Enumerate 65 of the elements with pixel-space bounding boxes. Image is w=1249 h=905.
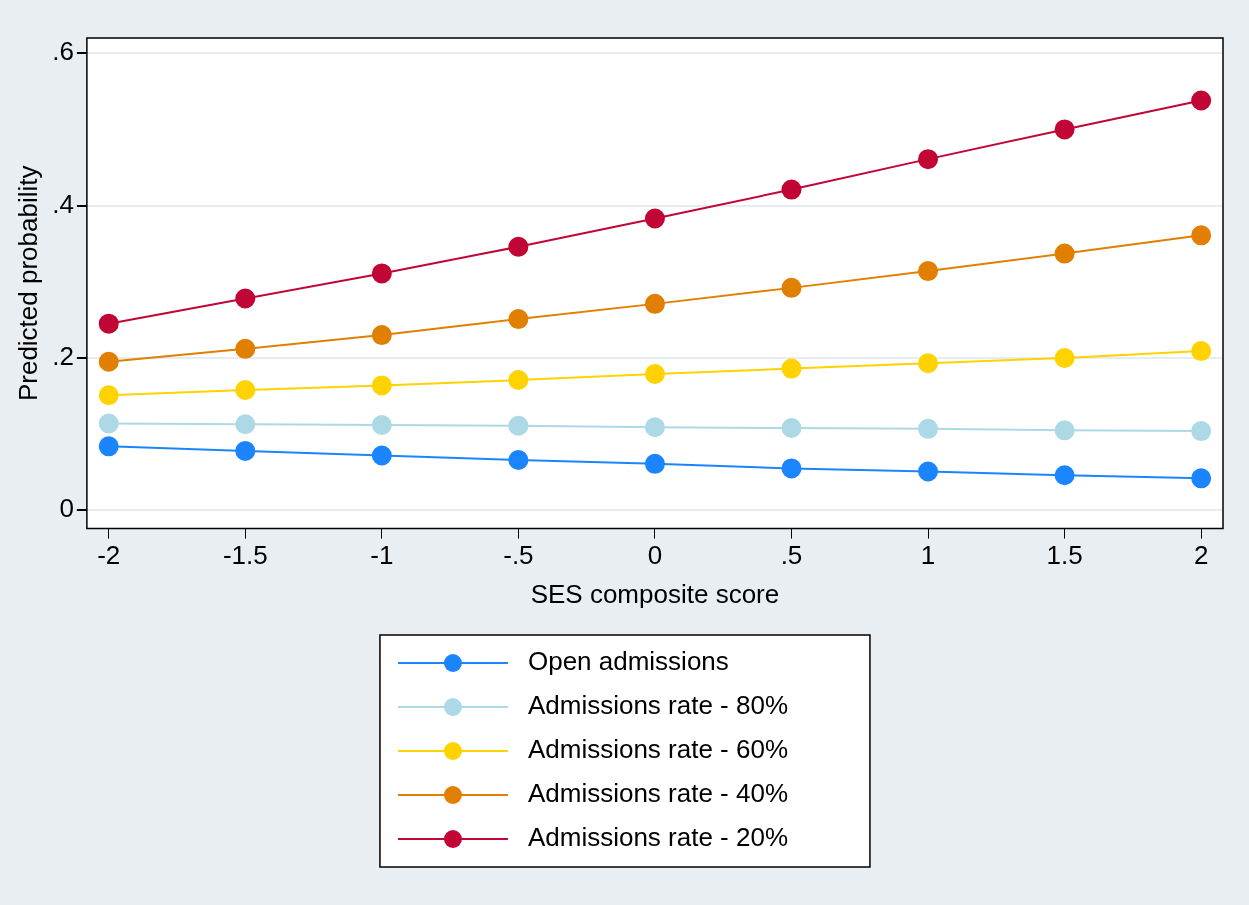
point: [508, 450, 529, 471]
y-tick-label: .4: [52, 188, 74, 219]
point: [371, 263, 392, 284]
x-tick-label: -.5: [503, 540, 534, 571]
y-tick-label: .6: [52, 36, 74, 67]
point: [371, 375, 392, 396]
point: [98, 413, 119, 434]
point: [508, 415, 529, 436]
point: [644, 363, 665, 384]
point: [371, 415, 392, 435]
point: [644, 417, 665, 438]
point: [235, 440, 256, 461]
legend-label: Admissions rate - 80%: [527, 690, 789, 721]
x-tick-label: -2: [97, 540, 121, 571]
point: [508, 236, 529, 257]
point: [98, 351, 119, 372]
point: [98, 385, 119, 406]
point: [235, 288, 256, 309]
x-tick-label: -1.5: [222, 540, 268, 571]
point: [781, 179, 802, 200]
point: [235, 379, 256, 400]
point: [918, 418, 939, 439]
point: [781, 358, 802, 379]
point: [235, 414, 256, 435]
legend-label: Admissions rate - 20%: [527, 822, 789, 853]
point: [918, 261, 939, 282]
point: [1054, 465, 1075, 486]
legend-label: Admissions rate - 40%: [527, 778, 789, 809]
point: [644, 293, 665, 314]
x-tick-label: .5: [780, 540, 803, 571]
point: [1191, 90, 1212, 111]
x-tick-label: 2: [1193, 540, 1209, 571]
point: [1191, 421, 1212, 442]
point: [235, 338, 256, 359]
point: [781, 277, 802, 298]
point: [371, 445, 392, 466]
point: [918, 353, 939, 374]
point: [1191, 225, 1212, 246]
point: [98, 436, 119, 457]
point: [781, 418, 802, 439]
point: [508, 370, 529, 391]
y-axis-title: Predicted probability: [12, 165, 43, 402]
x-tick-label: -1: [370, 540, 394, 571]
point: [1054, 420, 1075, 441]
point: [1054, 243, 1075, 264]
legend-label: Open admissions: [527, 646, 729, 677]
point: [98, 313, 119, 334]
x-tick-label: 1.5: [1046, 540, 1083, 571]
y-tick-label: 0: [59, 493, 74, 524]
x-tick-label: 1: [920, 540, 936, 571]
point: [1191, 468, 1212, 489]
y-tick-label: .2: [52, 341, 74, 372]
point: [1191, 341, 1212, 362]
x-axis-title: SES composite score: [530, 578, 780, 609]
point: [918, 149, 939, 170]
point: [781, 458, 802, 479]
point: [644, 208, 665, 229]
point: [508, 309, 529, 330]
legend-label: Admissions rate - 60%: [527, 734, 789, 765]
point: [1054, 347, 1075, 368]
x-tick-label: 0: [647, 540, 663, 571]
point: [1054, 119, 1075, 140]
point: [644, 453, 665, 474]
point: [371, 325, 392, 346]
point: [918, 461, 939, 482]
